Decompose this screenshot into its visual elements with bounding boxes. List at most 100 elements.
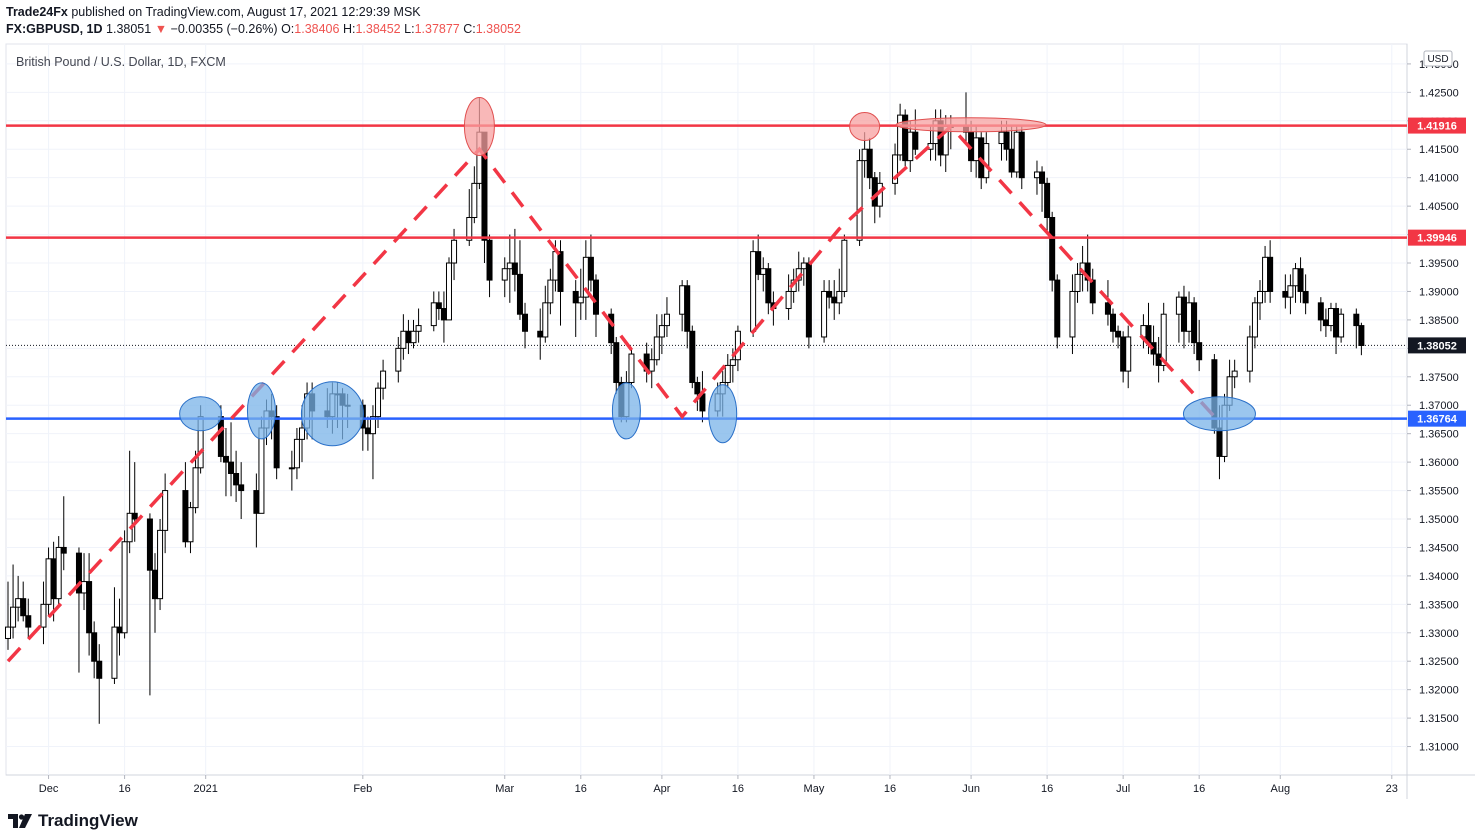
candle xyxy=(1049,211,1056,292)
candle-body-up xyxy=(15,598,22,608)
candle-body-up xyxy=(192,467,199,509)
candle xyxy=(445,257,452,321)
y-tick-label: 1.34500 xyxy=(1419,542,1459,554)
candle-body-down xyxy=(1084,262,1091,281)
candle-body-up xyxy=(466,217,473,241)
tradingview-logo[interactable]: TradingView xyxy=(8,811,138,831)
resistance-upper-price-label: 1.41916 xyxy=(1417,121,1457,133)
candle xyxy=(60,496,67,571)
candle xyxy=(238,462,245,520)
candle xyxy=(663,297,670,337)
red-highlight-ellipse xyxy=(895,117,1047,133)
candle-body-up xyxy=(1327,308,1334,327)
candle xyxy=(856,149,863,246)
candle-body-down xyxy=(91,632,98,662)
candle xyxy=(684,280,691,349)
candle-body-down xyxy=(805,262,812,338)
candle xyxy=(435,291,442,320)
candle xyxy=(542,285,549,343)
candle xyxy=(75,547,82,673)
brand-name: TradingView xyxy=(38,811,138,830)
support-price-tag xyxy=(1408,410,1466,427)
candle-body-down xyxy=(182,490,189,543)
candle-body-up xyxy=(430,302,437,327)
symbol-label[interactable]: FX:GBPUSD, 1D xyxy=(6,22,103,36)
candle xyxy=(658,314,665,355)
candle-body-down xyxy=(831,296,838,304)
candle xyxy=(587,234,594,292)
y-tick-label: 1.33000 xyxy=(1419,628,1459,640)
candle-body-down xyxy=(405,330,412,344)
high-value: 1.38452 xyxy=(355,22,401,36)
close-label: C: xyxy=(463,22,476,36)
candle xyxy=(5,581,11,650)
candle xyxy=(648,348,655,389)
candle xyxy=(96,644,103,724)
blue-highlight-ellipse xyxy=(708,384,738,444)
candle-body-down xyxy=(1049,217,1056,281)
y-tick-label: 1.32500 xyxy=(1419,656,1459,668)
resistance-upper-price-tag xyxy=(1408,117,1466,134)
candle-body-down xyxy=(1216,427,1223,457)
candle xyxy=(1358,322,1365,356)
blue-highlight-ellipse xyxy=(1182,396,1256,432)
candle-body-up xyxy=(648,359,655,372)
change-arrow-icon: ▼ xyxy=(154,22,168,36)
candle-body-down xyxy=(516,273,523,315)
candle-body-down xyxy=(86,581,93,634)
candle xyxy=(1115,325,1122,349)
candle xyxy=(1317,297,1324,332)
candle-body-down xyxy=(131,512,138,520)
candle xyxy=(1104,280,1111,326)
candle-body-up xyxy=(40,603,47,628)
candle-body-down xyxy=(1039,171,1046,184)
currency-label: USD xyxy=(1427,54,1448,65)
open-value: 1.38406 xyxy=(294,22,340,36)
candle-body-up xyxy=(841,239,848,292)
candle-body-up xyxy=(501,268,508,281)
x-tick-label: 16 xyxy=(884,783,896,795)
candle xyxy=(375,382,382,428)
candle xyxy=(613,336,620,394)
y-tick-label: 1.31000 xyxy=(1419,742,1459,754)
candle xyxy=(1297,257,1304,303)
candle xyxy=(1054,274,1061,349)
blue-highlight-ellipse xyxy=(300,381,364,447)
candle-body-up xyxy=(836,290,843,304)
y-tick-label: 1.38500 xyxy=(1419,315,1459,327)
candle xyxy=(20,581,27,622)
change-value: −0.00355 (−0.26%) xyxy=(170,22,278,36)
candle-body-down xyxy=(1089,279,1096,304)
currency-badge xyxy=(1423,50,1453,67)
chart-header: Trade24Fx published on TradingView.com, … xyxy=(6,4,1466,37)
candle xyxy=(1013,126,1020,178)
high-label: H: xyxy=(342,22,356,36)
candle-body-up xyxy=(1074,273,1081,292)
candle-body-down xyxy=(151,569,158,600)
candle-body-down xyxy=(1322,319,1329,327)
candle-body-up xyxy=(451,239,458,264)
candle-body-up xyxy=(1251,302,1258,338)
candle xyxy=(557,240,564,326)
candle-body-down xyxy=(694,381,701,395)
candle-body-up xyxy=(380,370,387,389)
candle-body-up xyxy=(628,353,635,383)
author-name[interactable]: Trade24Fx xyxy=(6,5,68,19)
candle-body-up xyxy=(506,262,513,270)
y-tick-label: 1.40500 xyxy=(1419,201,1459,213)
candle-body-down xyxy=(1044,182,1051,219)
candle-body-up xyxy=(445,262,452,321)
candle xyxy=(187,501,194,554)
candle-body-up xyxy=(1287,285,1294,298)
candle xyxy=(111,587,118,684)
candle-body-up xyxy=(552,251,559,281)
candle-body-up xyxy=(45,558,52,605)
y-tick-label: 1.31500 xyxy=(1419,713,1459,725)
support-price-label: 1.36764 xyxy=(1417,414,1458,426)
candle-body-down xyxy=(75,552,82,594)
publish-line: Trade24Fx published on TradingView.com, … xyxy=(6,4,1466,21)
candle-body-down xyxy=(1267,256,1274,292)
candle-body-down xyxy=(689,330,696,383)
candle-body-up xyxy=(1069,290,1076,338)
